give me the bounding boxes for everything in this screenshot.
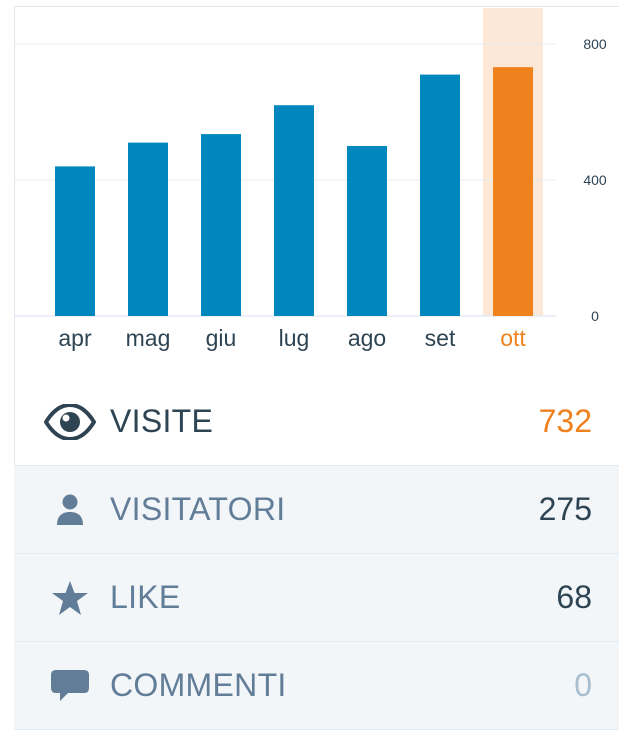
x-tick-label-ago[interactable]: ago bbox=[348, 325, 386, 351]
person-icon bbox=[44, 488, 96, 532]
stat-label: LIKE bbox=[110, 579, 181, 615]
bar-set[interactable] bbox=[420, 74, 460, 316]
stat-label: VISITE bbox=[110, 403, 214, 439]
stat-row-comments[interactable]: COMMENTI 0 bbox=[14, 642, 619, 730]
bar-ott[interactable] bbox=[493, 67, 533, 317]
x-tick-label-lug[interactable]: lug bbox=[279, 325, 310, 351]
chart-bars bbox=[55, 67, 533, 317]
eye-icon bbox=[44, 400, 96, 444]
star-icon bbox=[44, 576, 96, 620]
y-tick-label: 0 bbox=[591, 308, 599, 324]
stat-label: VISITATORI bbox=[110, 491, 286, 527]
comment-icon bbox=[44, 664, 96, 708]
stat-value: 68 bbox=[556, 579, 592, 615]
bar-lug[interactable] bbox=[274, 105, 314, 316]
bar-ago[interactable] bbox=[347, 146, 387, 316]
bar-apr[interactable] bbox=[55, 166, 95, 316]
stat-value: 0 bbox=[574, 667, 592, 703]
x-tick-label-mag[interactable]: mag bbox=[126, 325, 171, 351]
x-tick-label-apr[interactable]: apr bbox=[58, 325, 92, 351]
bar-mag[interactable] bbox=[128, 142, 168, 316]
stat-value: 732 bbox=[538, 403, 592, 439]
x-tick-label-ott[interactable]: ott bbox=[500, 325, 526, 351]
stat-row-visitors[interactable]: VISITATORI 275 bbox=[14, 466, 619, 554]
bar-giu[interactable] bbox=[201, 134, 241, 316]
y-axis-labels: 800 400 0 bbox=[583, 36, 607, 324]
y-tick-label: 400 bbox=[583, 172, 607, 188]
x-axis-labels: apr mag giu lug ago set ott bbox=[58, 325, 526, 351]
stat-row-likes[interactable]: LIKE 68 bbox=[14, 554, 619, 642]
x-tick-label-set[interactable]: set bbox=[425, 325, 456, 351]
bar-chart[interactable]: apr mag giu lug ago set ott 800 400 0 bbox=[0, 0, 619, 370]
stat-label: COMMENTI bbox=[110, 667, 287, 703]
stat-row-visits[interactable]: VISITE 732 bbox=[14, 378, 619, 466]
stats-list: VISITE 732 VISITATORI 275 LIKE 68 COMMEN… bbox=[14, 378, 619, 730]
x-tick-label-giu[interactable]: giu bbox=[206, 325, 237, 351]
stat-value: 275 bbox=[538, 491, 592, 527]
y-tick-label: 800 bbox=[583, 36, 607, 52]
